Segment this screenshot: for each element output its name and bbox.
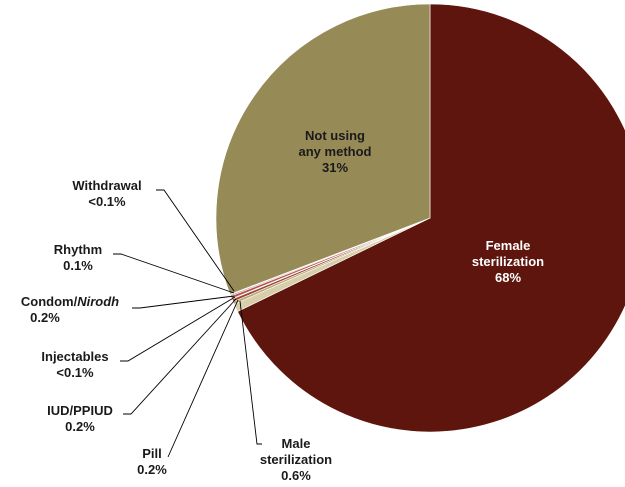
label-line: Pill (142, 446, 162, 461)
slice-not-using (215, 3, 431, 295)
label-line: Not using (305, 128, 365, 143)
label-pill: Pill 0.2% (137, 446, 167, 477)
label-line: Condom/ (21, 294, 78, 309)
label-line: 0.2% (137, 462, 167, 477)
leader-pill (167, 299, 239, 458)
label-line: sterilization (472, 254, 544, 269)
label-line: 0.2% (65, 419, 95, 434)
label-line: Male (282, 436, 311, 451)
label-injectables: Injectables <0.1% (41, 349, 108, 380)
label-line: 0.2% (30, 310, 60, 325)
leader-injectables (120, 296, 236, 362)
label-female-sterilization: Female sterilization 68% (472, 238, 544, 285)
label-iud: IUD/PPIUD 0.2% (47, 403, 113, 434)
label-line: 68% (495, 270, 521, 285)
label-line: any method (299, 144, 372, 159)
label-line: <0.1% (56, 365, 94, 380)
leader-withdrawal (156, 189, 235, 292)
label-line: Rhythm (54, 242, 102, 257)
leader-rhythm (113, 253, 235, 294)
label-line: Withdrawal (72, 178, 141, 193)
label-rhythm: Rhythm 0.1% (54, 242, 102, 273)
slice-labels: Female sterilization 68%Male sterilization 0… (21, 128, 544, 483)
label-line: Injectables (41, 349, 108, 364)
label-line: 31% (322, 160, 348, 175)
label-not-using: Not using any method 31% (299, 128, 372, 175)
label-line: sterilization (260, 452, 332, 467)
leader-male-sterilization (239, 300, 262, 445)
pie-slices (215, 3, 625, 433)
label-line: 0.1% (63, 258, 93, 273)
label-withdrawal: Withdrawal <0.1% (72, 178, 141, 209)
label-line: 0.6% (281, 468, 311, 483)
label-male-sterilization: Male sterilization 0.6% (260, 436, 332, 483)
label-line: Female (486, 238, 531, 253)
leader-iud (123, 298, 237, 415)
label-line: <0.1% (88, 194, 126, 209)
slice-female-sterilization (237, 3, 625, 433)
leader-lines (113, 189, 262, 458)
label-line: IUD/PPIUD (47, 403, 113, 418)
leader-condom (132, 295, 235, 309)
label-line: Nirodh (77, 294, 119, 309)
label-condom: Condom/Nirodh 0.2% (21, 294, 119, 325)
